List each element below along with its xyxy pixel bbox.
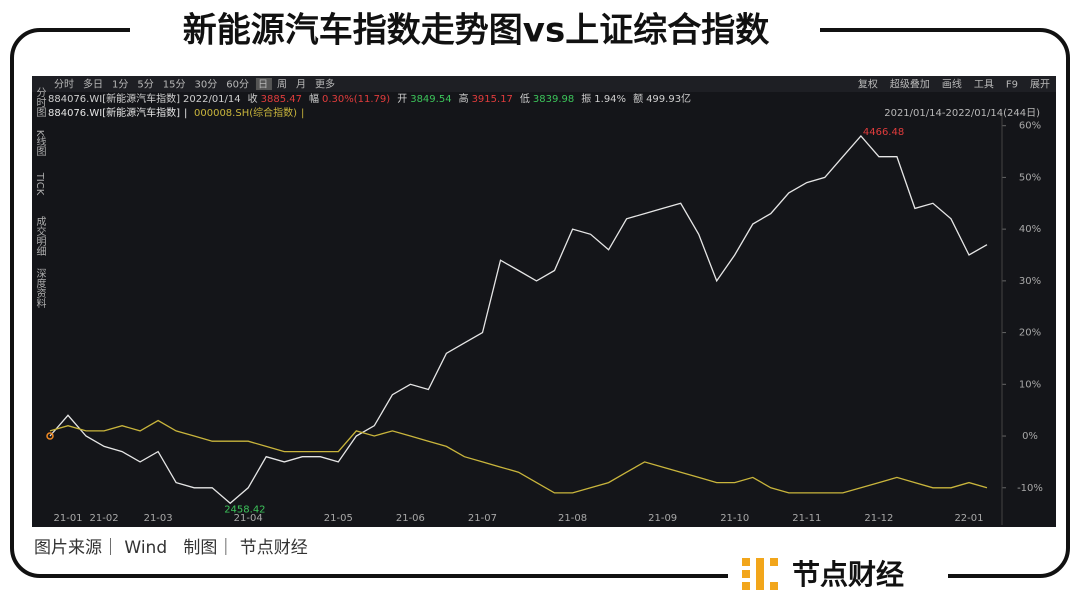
title: 新能源汽车指数走势图vs上证综合指数 <box>183 11 769 51</box>
x-tick-label: 21-04 <box>234 513 263 524</box>
toolbar-item[interactable]: 展开 <box>1030 79 1050 91</box>
x-tick-label: 21-06 <box>396 513 425 524</box>
info-label: 开 <box>397 94 407 105</box>
toolbar-item[interactable]: 画线 <box>942 78 962 91</box>
legend-entry: 000008.SH(综合指数) <box>194 106 297 119</box>
info-label: 低 <box>520 92 530 105</box>
x-tick-label: 21-12 <box>864 513 893 524</box>
toolbar-item[interactable]: 日 <box>258 80 268 91</box>
y-tick-label: 50% <box>1019 172 1041 183</box>
max-label: 4466.48 <box>863 127 904 138</box>
side-tab[interactable]: 成交明细 <box>34 216 46 256</box>
x-tick-label: 21-01 <box>53 513 82 524</box>
side-tab[interactable]: 分时图 <box>34 87 46 118</box>
logo-icon <box>742 558 778 590</box>
info-label: 高 <box>459 92 469 105</box>
toolbar-item[interactable]: 分时 <box>54 79 74 91</box>
x-tick-label: 21-11 <box>792 513 821 524</box>
x-tick-label: 21-09 <box>648 513 677 524</box>
info-value: 3885.47 <box>261 94 302 105</box>
side-tab[interactable]: TICK <box>34 172 45 196</box>
series-line <box>49 419 988 494</box>
info-label: 额 <box>633 92 643 105</box>
toolbar-item[interactable]: 1分 <box>112 79 128 91</box>
x-tick-label: 21-10 <box>720 513 749 524</box>
start-marker <box>46 432 54 440</box>
legend-entry: 884076.WI[新能源汽车指数] <box>48 106 180 119</box>
toolbar-item[interactable]: 周 <box>277 79 287 91</box>
toolbar-item[interactable]: 月 <box>296 79 306 91</box>
x-tick-label: 21-07 <box>468 513 497 524</box>
info-value: 3839.98 <box>533 94 574 105</box>
min-label: 2458.42 <box>224 504 265 515</box>
x-tick-label: 21-02 <box>90 513 119 524</box>
x-tick-label: 21-08 <box>558 513 587 524</box>
toolbar-item[interactable]: 更多 <box>315 78 335 91</box>
footer: 图片来源｜ Wind 制图｜ 节点财经 <box>34 538 308 558</box>
toolbar-item[interactable]: 工具 <box>974 79 994 91</box>
active-tab-bg <box>255 78 272 90</box>
logo-bg <box>728 548 948 596</box>
side-tab[interactable]: 深度资料 <box>34 268 46 309</box>
toolbar-item[interactable]: 15分 <box>163 79 186 91</box>
y-tick-label: -10% <box>1017 483 1043 494</box>
legend-sep: | <box>301 108 304 119</box>
toolbar-item[interactable]: 5分 <box>137 79 153 91</box>
x-tick-label: 22-01 <box>954 513 983 524</box>
info-label: 收 <box>248 92 258 105</box>
series-line <box>49 135 988 505</box>
info-value: 0.30%(11.79) <box>322 94 390 105</box>
info-label: 幅 <box>309 92 319 105</box>
info-value: 2022/01/14 <box>183 94 241 105</box>
toolbar-item[interactable]: F9 <box>1006 80 1018 91</box>
toolbar-item[interactable]: 60分 <box>226 79 249 91</box>
chart-bg <box>32 76 1056 527</box>
info-value: 499.93亿 <box>646 92 691 105</box>
y-tick-label: 10% <box>1019 379 1041 390</box>
info-value: 1.94% <box>594 94 626 105</box>
x-tick-label: 21-05 <box>324 513 353 524</box>
toolbar <box>32 76 1056 92</box>
title-bg <box>130 8 820 54</box>
info-label: 振 <box>581 92 591 105</box>
toolbar-item[interactable]: 超级叠加 <box>890 78 930 91</box>
y-tick-label: 60% <box>1019 121 1041 132</box>
y-tick-label: 0% <box>1022 431 1038 442</box>
info-value: 3849.54 <box>410 94 451 105</box>
side-tab[interactable]: K线图 <box>34 130 46 157</box>
y-tick-label: 30% <box>1019 276 1041 287</box>
legend-sep: | <box>184 108 187 119</box>
toolbar-item[interactable]: 复权 <box>858 78 878 91</box>
toolbar-item[interactable]: 30分 <box>194 79 217 91</box>
y-tick-label: 20% <box>1019 328 1041 339</box>
info-label: 884076.WI[新能源汽车指数] <box>48 92 180 105</box>
y-tick-label: 40% <box>1019 224 1041 235</box>
toolbar-item[interactable]: 多日 <box>83 78 103 91</box>
info-value: 3915.17 <box>472 94 513 105</box>
date-range: 2021/01/14-2022/01/14(244日) <box>884 108 1040 119</box>
x-tick-label: 21-03 <box>144 513 173 524</box>
logo-text: 节点财经 <box>792 558 904 591</box>
